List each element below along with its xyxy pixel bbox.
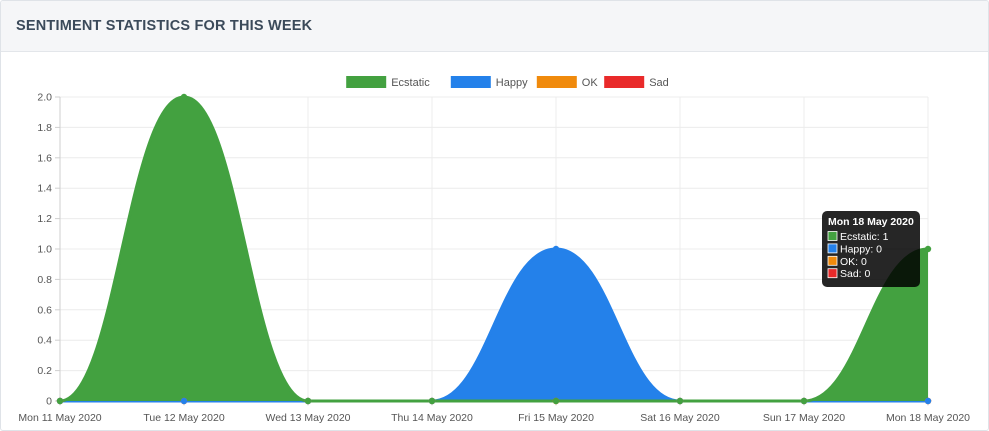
data-point-ecstatic[interactable] — [56, 397, 64, 405]
legend-label-sad[interactable]: Sad — [649, 77, 669, 89]
y-tick-label: 1.0 — [37, 244, 52, 256]
tooltip-swatch-happy — [827, 243, 838, 254]
legend-label-happy[interactable]: Happy — [496, 77, 528, 89]
tooltip-swatch-ecstatic — [827, 231, 838, 241]
tooltip-box — [822, 211, 920, 287]
legend-label-ecstatic[interactable]: Ecstatic — [391, 77, 430, 89]
y-tick-label: 1.2 — [37, 213, 52, 225]
x-tick-label: Wed 13 May 2020 — [265, 412, 350, 424]
legend-swatch-ecstatic[interactable] — [346, 76, 387, 88]
tooltip-swatch-sad — [827, 268, 838, 279]
data-point-happy[interactable] — [180, 397, 188, 405]
data-point-ecstatic[interactable] — [428, 397, 436, 405]
y-tick-label: 0 — [46, 396, 52, 408]
x-tick-label: Sat 16 May 2020 — [640, 412, 720, 424]
tooltip-line: Sad: 0 — [840, 268, 871, 280]
tooltip-swatch-ok — [827, 255, 838, 266]
legend-label-ok[interactable]: OK — [582, 77, 599, 89]
y-tick-label: 0.8 — [37, 274, 52, 286]
data-point-happy[interactable] — [552, 245, 560, 253]
x-tick-label: Mon 18 May 2020 — [886, 412, 970, 424]
tooltip-line: Happy: 0 — [840, 243, 882, 255]
x-tick-label: Tue 12 May 2020 — [143, 412, 224, 424]
card-header: SENTIMENT STATISTICS FOR THIS WEEK — [1, 1, 988, 52]
y-tick-label: 0.2 — [37, 365, 52, 377]
x-tick-label: Fri 15 May 2020 — [518, 412, 594, 424]
data-point-ecstatic[interactable] — [676, 397, 684, 405]
data-point-ecstatic[interactable] — [304, 397, 312, 405]
y-tick-label: 0.4 — [37, 335, 52, 347]
y-tick-label: 1.6 — [37, 152, 52, 164]
tooltip-line: Ecstatic: 1 — [840, 231, 889, 243]
y-tick-label: 0.6 — [37, 304, 52, 316]
y-axis-ticks: 0 0.2 0.4 0.6 0.8 1.0 1.2 1.4 1.6 1.8 2.0 — [37, 92, 52, 408]
x-axis-ticks: Mon 11 May 2020 Tue 12 May 2020 Wed 13 May… — [18, 412, 970, 424]
series-points — [56, 93, 932, 405]
data-point-happy[interactable] — [924, 397, 932, 405]
y-tick-label: 2.0 — [37, 92, 52, 104]
tooltip-line: OK: 0 — [840, 256, 867, 268]
data-point-ecstatic[interactable] — [800, 397, 808, 405]
x-tick-label: Mon 11 May 2020 — [18, 412, 101, 424]
x-tick-label: Sun 17 May 2020 — [763, 412, 845, 424]
y-tick-label: 1.4 — [37, 183, 52, 195]
data-point-ecstatic[interactable] — [924, 245, 932, 253]
card-title: SENTIMENT STATISTICS FOR THIS WEEK — [16, 18, 313, 34]
legend-swatch-ok[interactable] — [536, 76, 577, 88]
y-tick-label: 1.8 — [37, 122, 52, 134]
data-point-ecstatic[interactable] — [180, 93, 188, 101]
legend: Ecstatic Happy OK Sad — [346, 76, 669, 89]
data-point-ecstatic[interactable] — [552, 397, 560, 405]
x-tick-label: Thu 14 May 2020 — [391, 412, 473, 424]
legend-swatch-sad[interactable] — [604, 76, 645, 88]
tooltip-title: Mon 18 May 2020 — [828, 216, 914, 228]
legend-swatch-happy[interactable] — [450, 76, 491, 88]
area-ecstatic — [60, 97, 928, 401]
